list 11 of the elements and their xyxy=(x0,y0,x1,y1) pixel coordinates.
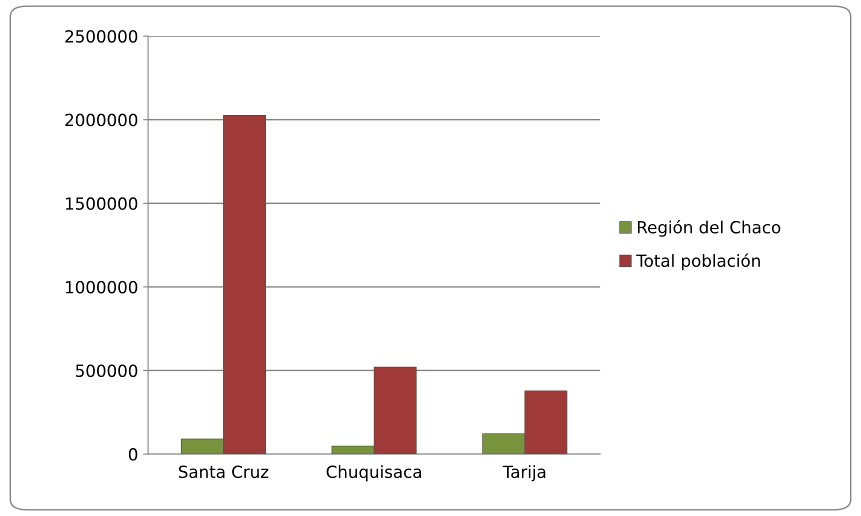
y-tick-label: 0 xyxy=(128,448,138,461)
x-tick-label: Chuquisaca xyxy=(326,465,421,482)
y-tick-label: 1000000 xyxy=(66,280,138,294)
y-tick-label: 500000 xyxy=(76,364,138,378)
y-tick-label: 2500000 xyxy=(65,30,138,43)
x-tick-label: Tarija xyxy=(502,465,546,482)
legend-label: Total población xyxy=(636,253,760,270)
x-tick-label: Santa Cruz xyxy=(178,465,268,478)
legend-label: Región del Chaco xyxy=(638,220,780,237)
y-tick-label: 1500000 xyxy=(66,197,138,210)
y-tick-label: 2000000 xyxy=(65,114,138,126)
